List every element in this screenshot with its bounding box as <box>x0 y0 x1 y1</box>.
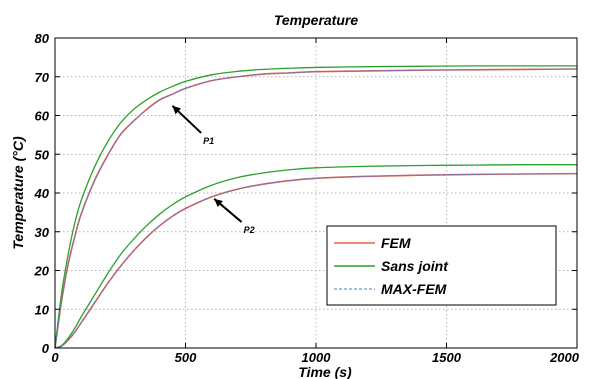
y-axis-title: Temperature (°C) <box>10 136 26 250</box>
legend-items: FEM Sans joint MAX-FEM <box>334 235 449 297</box>
grid <box>55 38 577 348</box>
legend-label-sans-joint: Sans joint <box>381 258 449 274</box>
y-tick-label: 50 <box>35 147 50 162</box>
chart-title: Temperature <box>274 12 359 28</box>
x-tick-label: 2000 <box>549 350 580 365</box>
y-tick-label: 40 <box>34 186 50 201</box>
series-lines <box>54 65 578 349</box>
x-tick-label: 500 <box>175 350 197 365</box>
y-tick-label: 70 <box>35 70 50 85</box>
y-tick-label: 80 <box>35 31 50 46</box>
x-tick-label: 0 <box>51 350 59 365</box>
axis-ticks: 0 500 1000 1500 2000 0 10 20 30 40 50 60 70 80 <box>34 31 580 365</box>
annotation-arrowhead-p2 <box>214 198 223 208</box>
series-line-p1-max-fem <box>54 68 578 349</box>
annotations: P1 P2 <box>171 105 255 235</box>
y-tick-label: 10 <box>35 302 50 317</box>
x-tick-label: 1500 <box>432 350 462 365</box>
y-tick-label: 20 <box>34 264 50 279</box>
y-tick-label: 30 <box>35 225 50 240</box>
legend-label-max-fem: MAX-FEM <box>381 281 447 297</box>
annotation-label-p2: P2 <box>244 225 255 235</box>
series-line-p2-max-fem <box>54 173 578 349</box>
series-line-p2-sans-joint <box>54 164 578 349</box>
x-tick-label: 1000 <box>302 350 332 365</box>
annotation-arrowhead-p1 <box>172 105 182 115</box>
y-tick-label: 0 <box>42 341 50 356</box>
legend: FEM Sans joint MAX-FEM <box>326 225 557 306</box>
x-axis-title: Time (s) <box>298 364 352 379</box>
legend-label-fem: FEM <box>381 235 411 251</box>
y-tick-label: 60 <box>35 109 50 124</box>
annotation-label-p1: P1 <box>203 136 214 146</box>
series-line-p1-sans-joint <box>54 65 578 349</box>
